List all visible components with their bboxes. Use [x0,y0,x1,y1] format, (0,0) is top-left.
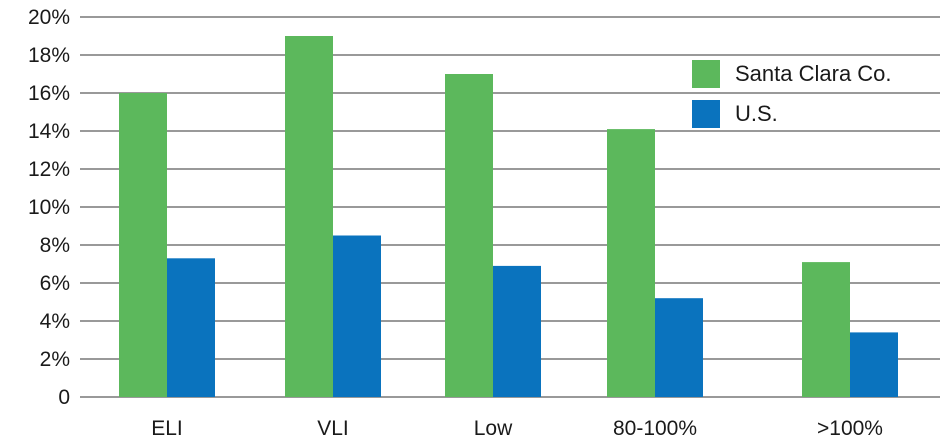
bar-santa-clara-co-4 [802,262,850,397]
y-tick-label-5: 10% [28,196,70,219]
bar-santa-clara-co-1 [285,36,333,397]
y-tick-label-8: 16% [28,82,70,105]
bars [119,36,898,397]
legend-label-us: U.S. [735,101,778,126]
bar-u-s-1 [333,235,381,397]
bar-u-s-4 [850,332,898,397]
gridlines [80,16,940,398]
y-tick-label-4: 8% [40,234,70,257]
y-tick-label-6: 12% [28,158,70,181]
chart-legend: Santa Clara Co. U.S. [692,60,892,128]
x-tick-label-2: Low [474,417,513,440]
y-tick-label-3: 6% [40,272,70,295]
x-tick-label-4: >100% [817,417,883,440]
bar-u-s-3 [655,298,703,397]
legend-label-santa-clara: Santa Clara Co. [735,61,892,86]
y-tick-label-10: 20% [28,6,70,29]
x-tick-label-3: 80-100% [613,417,697,440]
x-axis-tick-labels: ELI VLI Low 80-100% >100% [151,417,883,440]
y-tick-label-2: 4% [40,310,70,333]
legend-swatch-santa-clara [692,60,720,88]
bar-santa-clara-co-2 [445,74,493,397]
y-tick-label-9: 18% [28,44,70,67]
bar-u-s-0 [167,258,215,397]
bar-santa-clara-co-0 [119,93,167,397]
y-tick-label-0: 0 [58,386,70,409]
y-tick-label-7: 14% [28,120,70,143]
bar-santa-clara-co-3 [607,129,655,397]
y-tick-label-1: 2% [40,348,70,371]
x-tick-label-1: VLI [317,417,349,440]
y-axis-tick-labels: 0 2% 4% 6% 8% 10% 12% 14% 16% 18% 20% [28,6,70,409]
legend-swatch-us [692,100,720,128]
bar-u-s-2 [493,265,541,397]
x-tick-label-0: ELI [151,417,183,440]
